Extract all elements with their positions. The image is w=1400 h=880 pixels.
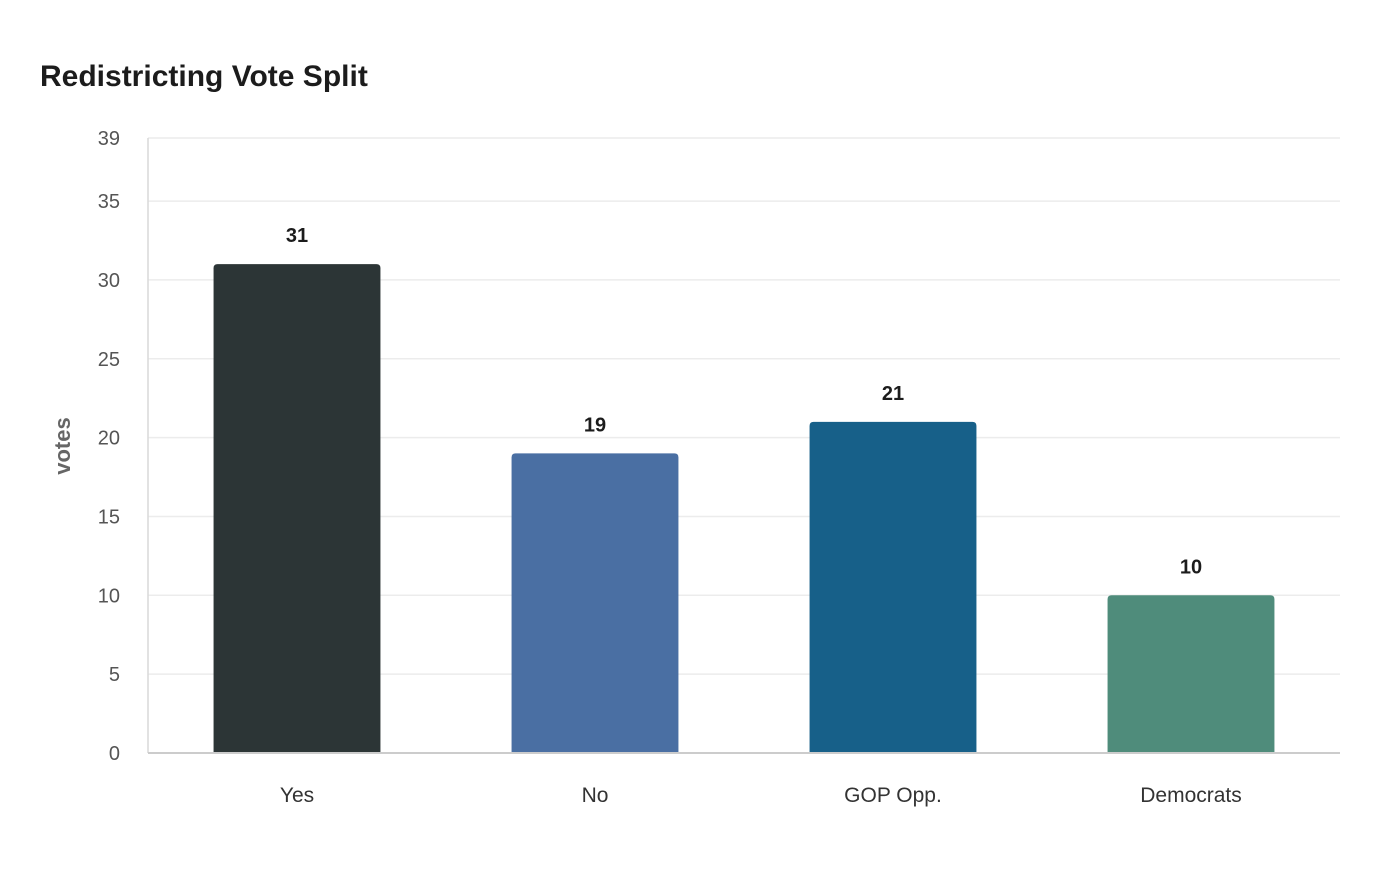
y-tick-label: 25 (98, 349, 120, 371)
y-axis-ticks: 0 5 10 15 20 25 30 35 39 (98, 128, 120, 765)
chart-title: Redistricting Vote Split (40, 60, 368, 93)
x-category-label: No (582, 784, 609, 807)
y-tick-label: 35 (98, 191, 120, 213)
y-tick-label: 10 (98, 585, 120, 607)
y-tick-label: 39 (98, 128, 120, 150)
y-tick-label: 5 (109, 664, 120, 686)
bar-gop-opp (809, 421, 977, 753)
y-axis-title: votes (50, 417, 75, 474)
x-category-label: Yes (280, 784, 314, 807)
bar-yes (213, 264, 381, 753)
bars (213, 264, 1275, 753)
bar-value-label: 19 (584, 414, 606, 436)
x-category-label: GOP Opp. (844, 784, 942, 807)
value-labels: 31 19 21 10 (286, 225, 1202, 578)
bar-value-label: 31 (286, 225, 308, 247)
bar-value-label: 21 (882, 383, 904, 405)
bar-value-label: 10 (1180, 556, 1202, 578)
y-tick-label: 20 (98, 428, 120, 450)
y-tick-label: 30 (98, 270, 120, 292)
x-category-label: Democrats (1140, 784, 1242, 807)
bar-no (511, 453, 679, 753)
bar-democrats (1107, 595, 1275, 753)
y-tick-label: 0 (109, 743, 120, 765)
x-axis-categories: Yes No GOP Opp. Democrats (280, 784, 1242, 807)
y-tick-label: 15 (98, 506, 120, 528)
